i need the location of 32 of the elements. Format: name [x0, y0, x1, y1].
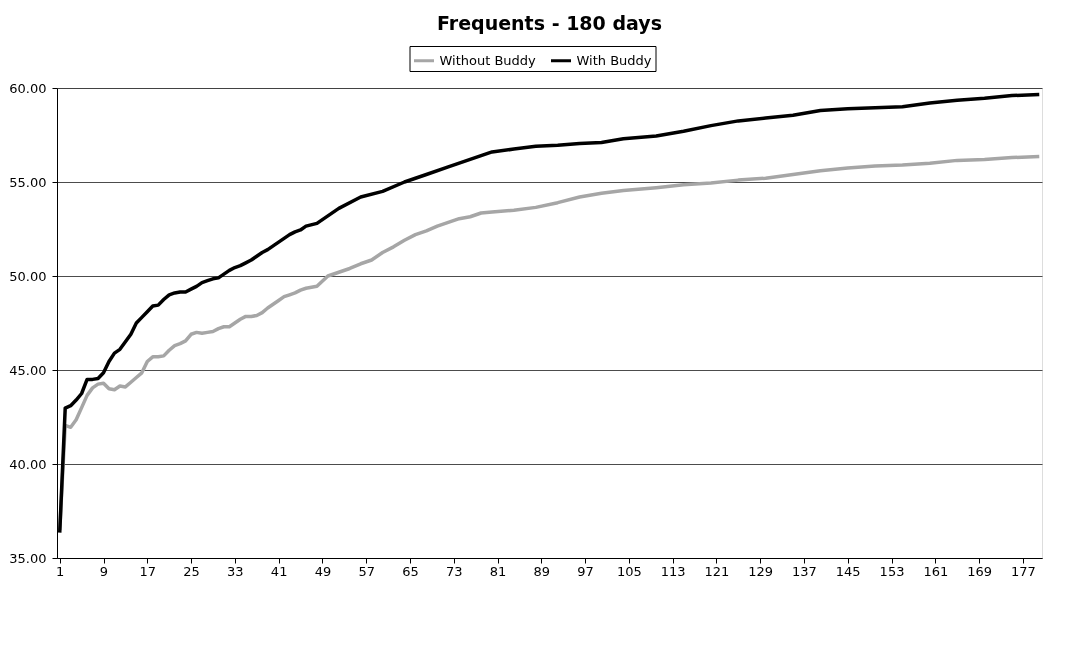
x-tick-label: 105 — [616, 563, 642, 579]
x-tick-label: 177 — [1010, 563, 1036, 579]
x-tick-label: 129 — [748, 563, 774, 579]
x-tick-label: 41 — [270, 563, 288, 579]
x-tick-label: 169 — [967, 563, 992, 579]
x-tick-label: 153 — [879, 563, 905, 579]
x-tick-label: 33 — [227, 563, 244, 579]
x-tick-label: 17 — [139, 563, 157, 579]
x-tick-label: 57 — [358, 563, 375, 579]
x-tick-label: 49 — [314, 563, 332, 579]
x-tick-label: 89 — [533, 563, 551, 579]
x-tick-label: 1 — [56, 563, 65, 579]
chart-title: Frequents - 180 days — [437, 11, 662, 34]
x-tick-label: 9 — [99, 563, 109, 579]
legend-label: Without Buddy — [439, 52, 537, 68]
y-tick-label: 45.00 — [9, 362, 47, 378]
legend-label: With Buddy — [576, 52, 652, 68]
y-tick-label: 55.00 — [9, 174, 47, 190]
x-tick-label: 161 — [923, 563, 949, 579]
y-tick-label: 35.00 — [9, 550, 47, 566]
x-tick-label: 145 — [835, 563, 861, 579]
x-tick-label: 25 — [183, 563, 200, 579]
x-tick-label: 121 — [704, 563, 730, 579]
x-tick-label: 97 — [577, 563, 594, 579]
x-tick-label: 137 — [792, 563, 817, 579]
x-tick-label: 113 — [660, 563, 686, 579]
y-tick-label: 60.00 — [9, 80, 47, 96]
y-tick-label: 50.00 — [9, 268, 47, 284]
x-tick-label: 73 — [445, 563, 463, 579]
y-tick-label: 40.00 — [9, 456, 47, 472]
x-tick-label: 65 — [402, 563, 419, 579]
x-tick-label: 81 — [489, 563, 507, 579]
